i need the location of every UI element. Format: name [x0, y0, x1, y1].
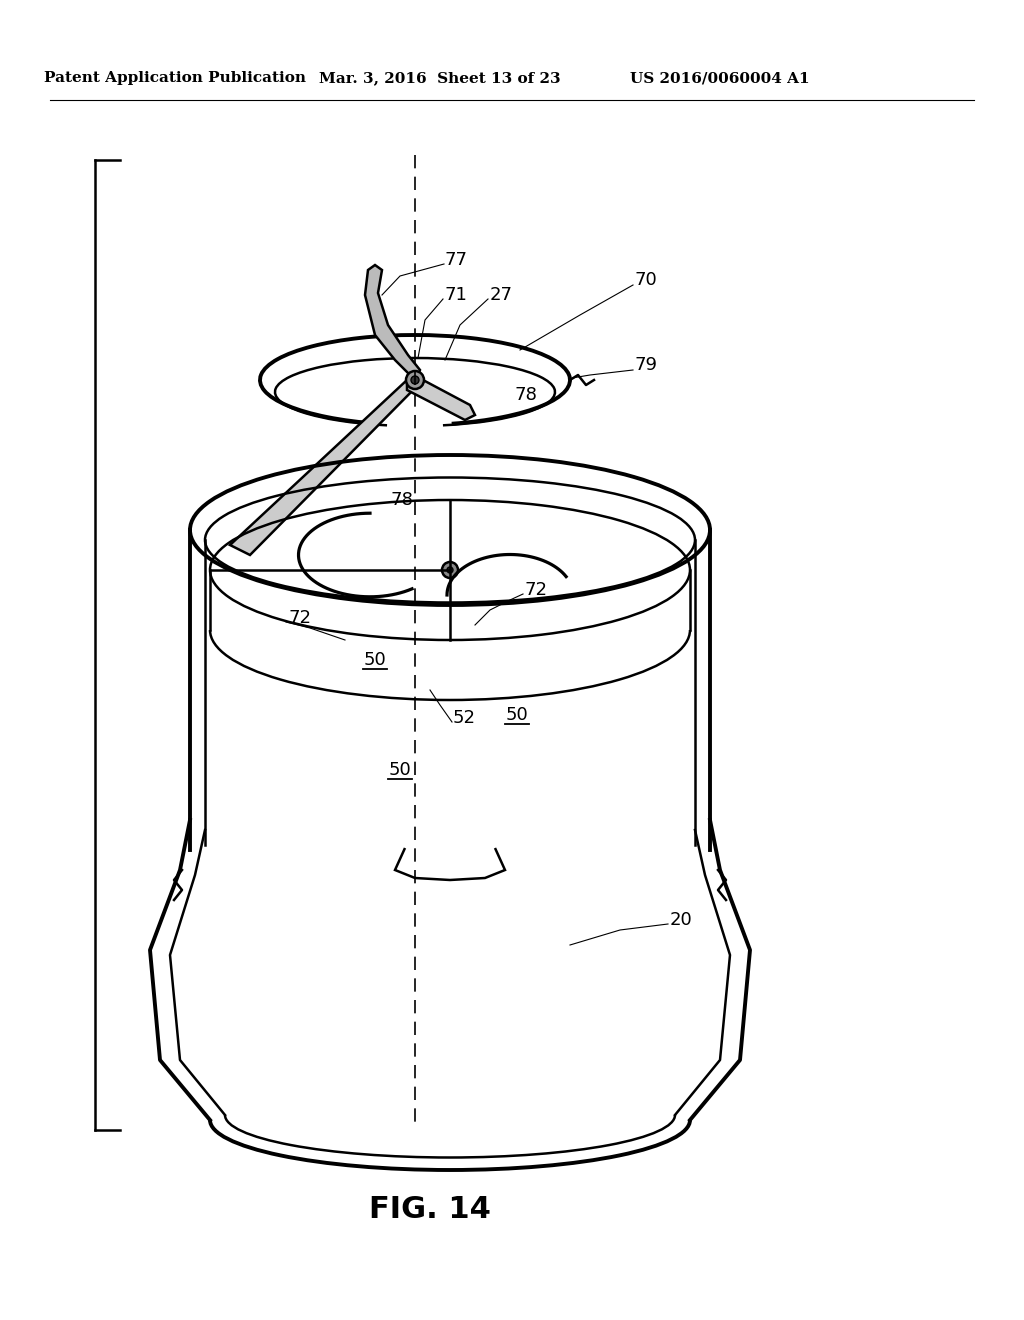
Text: 78: 78	[390, 491, 413, 510]
Text: 79: 79	[635, 356, 658, 374]
Circle shape	[447, 568, 453, 573]
Text: 71: 71	[445, 286, 468, 304]
Text: 52: 52	[453, 709, 476, 727]
Polygon shape	[230, 380, 423, 554]
Text: 50: 50	[364, 651, 386, 669]
Polygon shape	[365, 265, 420, 375]
Text: 72: 72	[288, 609, 311, 627]
Text: 20: 20	[670, 911, 693, 929]
Text: Mar. 3, 2016  Sheet 13 of 23: Mar. 3, 2016 Sheet 13 of 23	[319, 71, 561, 84]
Text: US 2016/0060004 A1: US 2016/0060004 A1	[630, 71, 810, 84]
Text: 50: 50	[389, 762, 412, 779]
Circle shape	[411, 376, 419, 384]
Circle shape	[406, 371, 424, 389]
Text: Patent Application Publication: Patent Application Publication	[44, 71, 306, 84]
Polygon shape	[407, 380, 475, 420]
Text: 77: 77	[445, 251, 468, 269]
Text: 72: 72	[525, 581, 548, 599]
Circle shape	[442, 562, 458, 578]
Text: 50: 50	[506, 706, 528, 723]
Text: 27: 27	[490, 286, 513, 304]
Text: 78: 78	[515, 385, 538, 404]
Text: FIG. 14: FIG. 14	[369, 1196, 490, 1225]
Text: 70: 70	[635, 271, 657, 289]
